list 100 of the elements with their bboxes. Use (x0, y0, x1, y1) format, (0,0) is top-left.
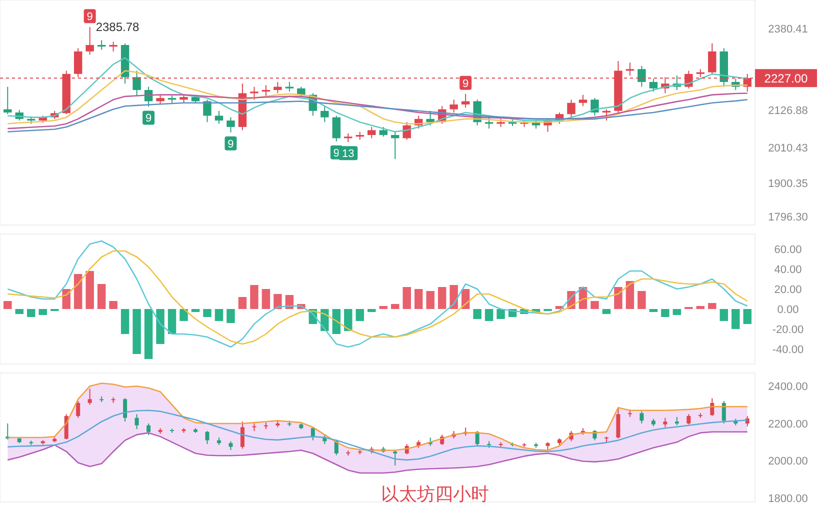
bar (238, 297, 247, 309)
y-tick-label: -20.00 (772, 324, 804, 336)
candlestick (4, 86, 12, 115)
text: 以太坊四小时 (381, 484, 489, 505)
bar (379, 306, 388, 309)
y-tick-label: 2010.43 (768, 142, 808, 155)
bar (626, 281, 634, 309)
bar (708, 303, 716, 309)
candlestick (484, 116, 494, 130)
bar (168, 309, 176, 334)
bar (484, 309, 494, 321)
candlestick (461, 93, 470, 108)
bar (649, 309, 658, 312)
bar (191, 309, 200, 312)
candlestick (240, 421, 244, 450)
bar (356, 309, 364, 321)
candlestick (250, 86, 258, 100)
bar (743, 309, 752, 324)
candlestick (97, 40, 106, 50)
candlestick (722, 400, 726, 424)
bar (120, 309, 130, 334)
y-tick-label: 60.00 (774, 244, 802, 256)
bar (602, 309, 611, 314)
bar (15, 309, 24, 314)
candlestick (368, 126, 376, 139)
candlestick (320, 106, 329, 123)
candlestick (134, 414, 139, 430)
candlestick (626, 62, 634, 76)
candlestick (616, 408, 620, 439)
candlestick (214, 110, 224, 124)
candlestick (393, 449, 398, 466)
y-tick-label: 2000.00 (768, 456, 808, 468)
bar (262, 289, 270, 309)
y-tick-label: 2126.88 (768, 105, 808, 118)
bar (132, 309, 141, 354)
candlestick (686, 414, 691, 425)
y-tick-label: 1900.35 (768, 178, 808, 190)
bar (496, 309, 505, 319)
y-tick-label: 1800.00 (768, 493, 808, 506)
candlestick (567, 99, 576, 118)
annotation: 9 (462, 78, 469, 90)
ref-line-label: 2227.00 (764, 72, 808, 86)
bar (156, 309, 164, 344)
bar (74, 274, 82, 309)
candlestick (146, 422, 151, 436)
bar (226, 309, 235, 323)
bar (696, 306, 705, 309)
y-tick-label: -40.00 (772, 344, 804, 356)
annotation: 9 (228, 138, 234, 150)
candlestick (602, 108, 611, 122)
y-tick-label: 2200.00 (768, 418, 808, 430)
candlestick (64, 414, 68, 440)
y-tick-label: 1796.30 (768, 211, 808, 224)
candlestick (156, 94, 164, 105)
bar (614, 287, 622, 309)
bar (414, 289, 423, 309)
bar (250, 285, 258, 309)
candlestick (226, 116, 235, 133)
y-tick-label: 20.00 (774, 284, 802, 296)
candlestick (132, 70, 141, 97)
bar (391, 304, 400, 309)
bar (97, 284, 106, 309)
candlestick (332, 115, 341, 142)
bar (4, 301, 12, 309)
candlestick (450, 99, 458, 113)
bar (661, 309, 670, 317)
bar (214, 309, 224, 321)
annotation: 2385.78 (96, 20, 140, 34)
candlestick (86, 26, 94, 56)
candlestick (88, 388, 92, 406)
bar (590, 301, 599, 309)
bar (274, 294, 282, 309)
candlestick (649, 78, 658, 92)
candlestick (590, 98, 599, 116)
y-tick-label: 0.00 (777, 304, 799, 316)
bar (368, 309, 376, 312)
bar (332, 309, 341, 334)
candlestick (391, 131, 400, 160)
bar (144, 309, 153, 359)
y-tick-label: 2400.00 (768, 380, 808, 393)
candlestick (640, 410, 644, 424)
candlestick (663, 417, 668, 428)
bar (450, 285, 458, 309)
bar (438, 287, 446, 309)
bar (203, 309, 212, 317)
bar (344, 309, 352, 331)
y-tick-label: 40.00 (774, 264, 802, 276)
candlestick (123, 398, 128, 422)
bar (732, 309, 740, 329)
candlestick (708, 42, 716, 74)
bar (426, 291, 434, 309)
annotation: 13 (342, 148, 354, 160)
candlestick (285, 81, 294, 92)
candlestick (379, 126, 388, 138)
bar (27, 309, 36, 317)
candlestick (205, 430, 210, 445)
y-tick-label: 2380.41 (768, 24, 808, 36)
bar (402, 287, 411, 309)
bar (720, 309, 728, 321)
annotation: 9 (145, 112, 152, 125)
